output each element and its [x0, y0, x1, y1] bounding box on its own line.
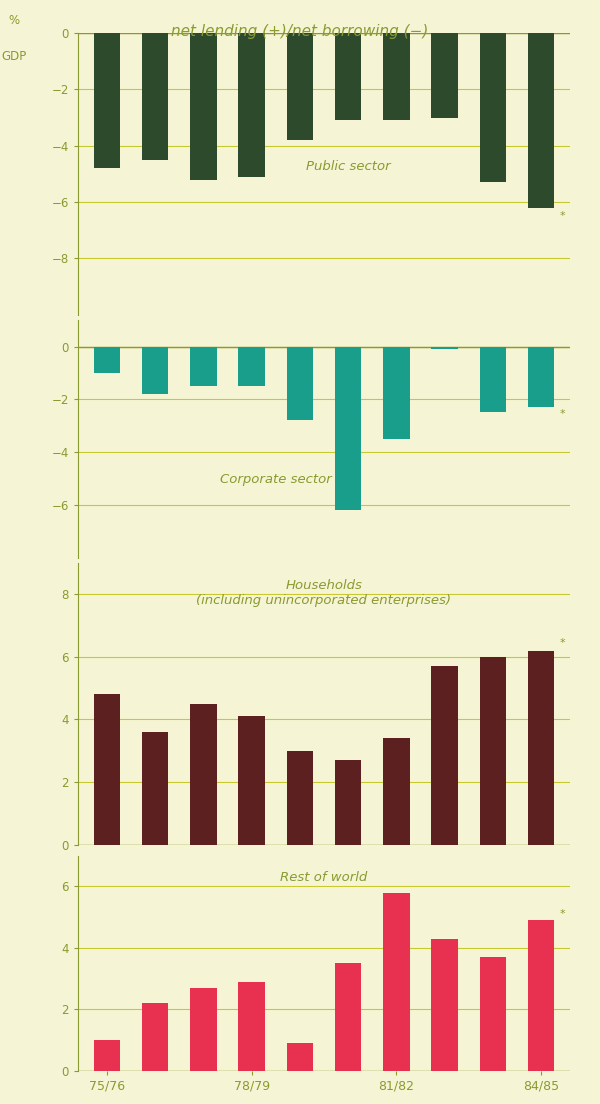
Bar [142, 732, 169, 845]
Bar [287, 347, 313, 421]
Bar [335, 963, 361, 1071]
Bar [383, 739, 410, 845]
Bar [94, 347, 120, 373]
Text: *: * [559, 408, 565, 418]
Text: *: * [559, 909, 565, 919]
Bar [190, 347, 217, 386]
Bar [335, 347, 361, 510]
Bar [431, 938, 458, 1071]
Bar [479, 957, 506, 1071]
Bar [335, 760, 361, 845]
Text: *: * [559, 638, 565, 648]
Bar [94, 33, 120, 168]
Bar [431, 33, 458, 118]
Bar [190, 988, 217, 1071]
Bar [431, 666, 458, 845]
Text: Rest of world: Rest of world [280, 871, 368, 884]
Bar [287, 751, 313, 845]
Bar [238, 33, 265, 177]
Bar [431, 347, 458, 349]
Bar [238, 716, 265, 845]
Text: %: % [8, 14, 20, 28]
Bar [238, 981, 265, 1071]
Bar [287, 33, 313, 140]
Bar [142, 347, 169, 394]
Text: Households
(including unincorporated enterprises): Households (including unincorporated ent… [197, 578, 452, 607]
Bar [335, 33, 361, 120]
Text: *: * [559, 211, 565, 221]
Text: net lending (+)/net borrowing (−): net lending (+)/net borrowing (−) [172, 24, 428, 40]
Text: Corporate sector: Corporate sector [220, 474, 332, 486]
Bar [142, 33, 169, 160]
Bar [190, 33, 217, 180]
Bar [94, 1040, 120, 1071]
Text: GDP: GDP [1, 50, 26, 63]
Bar [383, 347, 410, 439]
Bar [383, 892, 410, 1071]
Bar [383, 33, 410, 120]
Bar [528, 347, 554, 407]
Bar [479, 347, 506, 413]
Bar [287, 1043, 313, 1071]
Bar [94, 694, 120, 845]
Bar [528, 921, 554, 1071]
Bar [528, 650, 554, 845]
Bar [190, 704, 217, 845]
Bar [528, 33, 554, 208]
Bar [142, 1004, 169, 1071]
Text: Public sector: Public sector [306, 160, 391, 173]
Bar [238, 347, 265, 386]
Bar [479, 33, 506, 182]
Bar [479, 657, 506, 845]
